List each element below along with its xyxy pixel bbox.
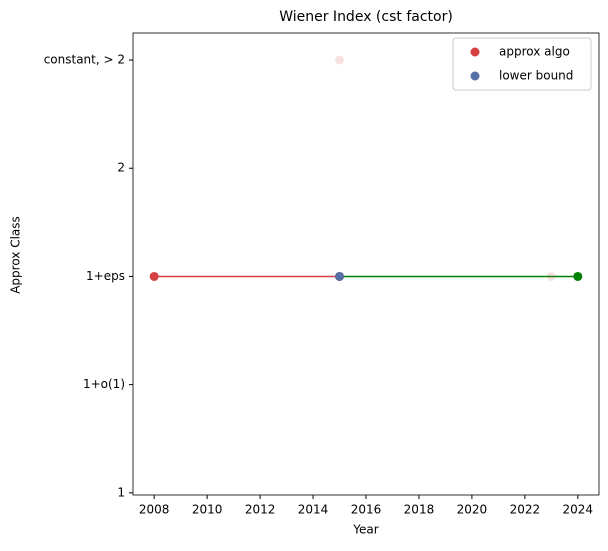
x-tick-label: 2018 [404, 503, 435, 517]
x-tick-label: 2022 [510, 503, 541, 517]
chart-title: Wiener Index (cst factor) [279, 9, 453, 25]
x-tick-label: 2020 [457, 503, 488, 517]
y-axis-label: Approx Class [9, 216, 23, 294]
x-tick-label: 2014 [298, 503, 329, 517]
legend-box [452, 37, 592, 91]
point [149, 271, 159, 281]
y-tick-label: 1 [117, 485, 125, 499]
point [335, 271, 345, 281]
plot-frame [132, 32, 600, 496]
point [335, 55, 345, 65]
x-tick-label: 2016 [351, 503, 382, 517]
legend-label: approx algo [499, 45, 570, 59]
y-tick-label: 2 [117, 161, 125, 175]
y-tick-label: 1+o(1) [83, 377, 125, 391]
y-tick-label: 1+eps [86, 269, 125, 283]
x-tick-label: 2010 [192, 503, 223, 517]
y-tick-label: constant, > 2 [44, 53, 125, 67]
legend-marker [470, 71, 480, 81]
point [546, 271, 556, 281]
point [573, 271, 583, 281]
x-tick-label: 2008 [139, 503, 170, 517]
legend-marker [470, 47, 480, 57]
legend-label: lower bound [499, 69, 573, 83]
x-tick-label: 2012 [245, 503, 276, 517]
x-axis-label: Year [352, 523, 378, 537]
x-tick-label: 2024 [563, 503, 594, 517]
